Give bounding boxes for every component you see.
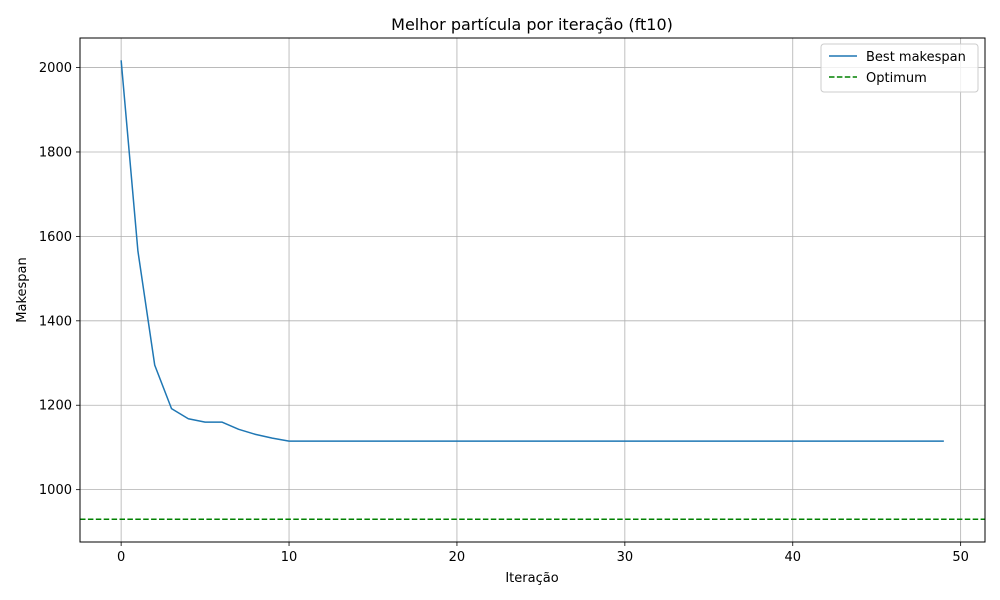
y-tick-label: 1200 [39, 399, 72, 414]
legend-label-best-makespan: Best makespan [866, 50, 966, 65]
legend-box [820, 43, 979, 93]
plot-frame [79, 37, 986, 543]
y-tick-label: 1400 [39, 314, 72, 329]
legend: Best makespan Optimum [820, 43, 979, 93]
series-line-best-makespan [120, 60, 944, 442]
x-tick-label: 40 [784, 550, 801, 565]
x-axis: 0 10 20 30 40 50 [117, 542, 969, 565]
grid [80, 38, 985, 542]
x-axis-label: Iteração [505, 571, 558, 586]
x-tick-label: 50 [952, 550, 969, 565]
y-tick-label: 2000 [39, 61, 72, 76]
x-tick-label: 10 [281, 550, 298, 565]
y-tick-label: 1000 [39, 483, 72, 498]
chart-title: Melhor partícula por iteração (ft10) [391, 15, 673, 34]
y-tick-label: 1600 [39, 230, 72, 245]
x-tick-label: 30 [617, 550, 634, 565]
y-tick-label: 1800 [39, 145, 72, 160]
x-tick-label: 20 [449, 550, 466, 565]
x-tick-label: 0 [117, 550, 125, 565]
legend-label-optimum: Optimum [866, 71, 927, 86]
y-axis: 1000 1200 1400 1600 1800 2000 [39, 61, 80, 498]
y-axis-label: Makespan [15, 257, 30, 322]
plot-area [80, 60, 985, 520]
